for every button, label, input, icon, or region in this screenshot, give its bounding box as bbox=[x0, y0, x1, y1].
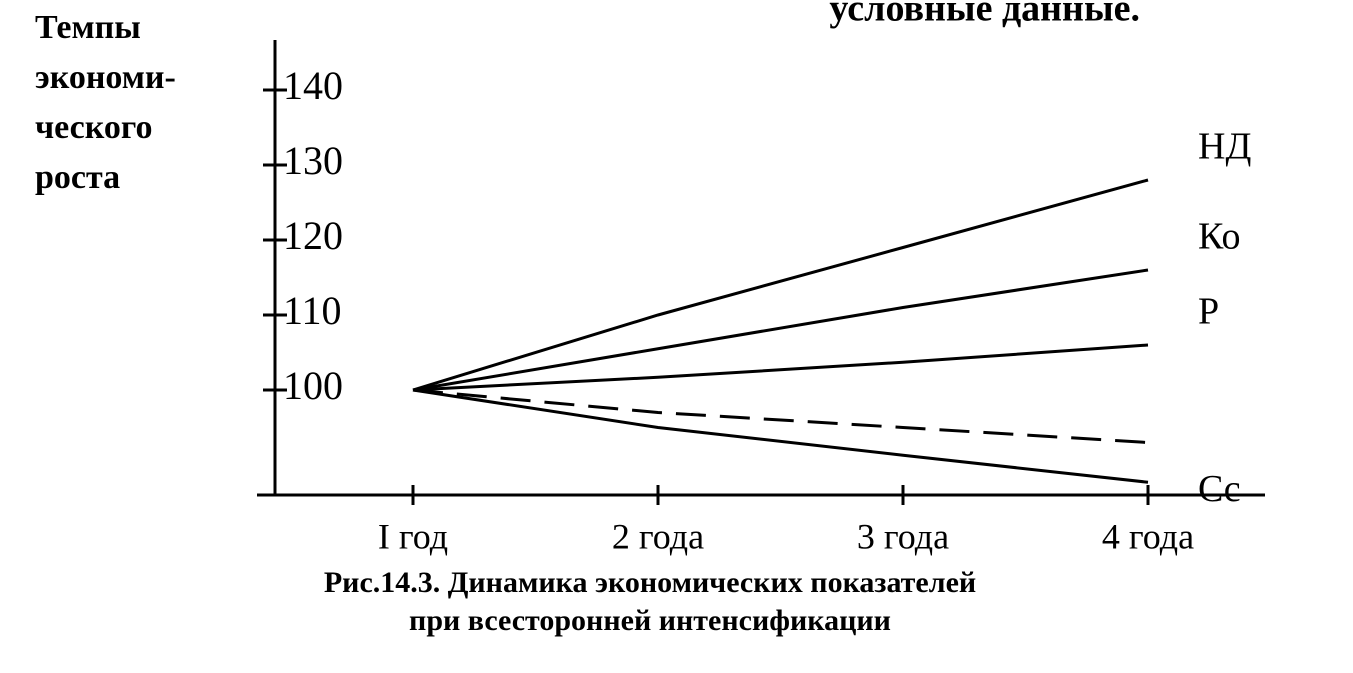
caption: при всесторонней интенсификации bbox=[409, 604, 891, 637]
y-tick-label: 140 bbox=[283, 63, 343, 108]
y-axis-label: роста bbox=[35, 159, 120, 196]
series-line bbox=[412, 388, 1149, 444]
series-line bbox=[412, 268, 1149, 392]
y-tick-label: 110 bbox=[283, 288, 342, 333]
series-label: Р bbox=[1198, 291, 1219, 333]
y-axis-label: ческого bbox=[35, 109, 153, 146]
series-label: Сс bbox=[1198, 468, 1241, 510]
x-tick-label: I год bbox=[378, 516, 448, 556]
series-label: НД bbox=[1198, 126, 1251, 168]
header-fragment: условные данные. bbox=[829, 0, 1140, 30]
y-tick-label: 120 bbox=[283, 213, 343, 258]
y-axis-label: Темпы bbox=[35, 9, 141, 46]
caption: Рис.14.3. Динамика экономических показат… bbox=[324, 566, 976, 599]
series-line bbox=[412, 343, 1149, 392]
series-label: Ко bbox=[1198, 216, 1240, 258]
x-tick-label: 3 года bbox=[857, 516, 949, 556]
y-tick-label: 130 bbox=[283, 138, 343, 183]
y-axis-label: экономи- bbox=[35, 59, 176, 96]
x-tick-label: 4 года bbox=[1102, 516, 1194, 556]
series-line bbox=[412, 388, 1149, 484]
series-line bbox=[412, 178, 1149, 392]
y-tick-label: 100 bbox=[283, 363, 343, 408]
x-tick-label: 2 года bbox=[612, 516, 704, 556]
